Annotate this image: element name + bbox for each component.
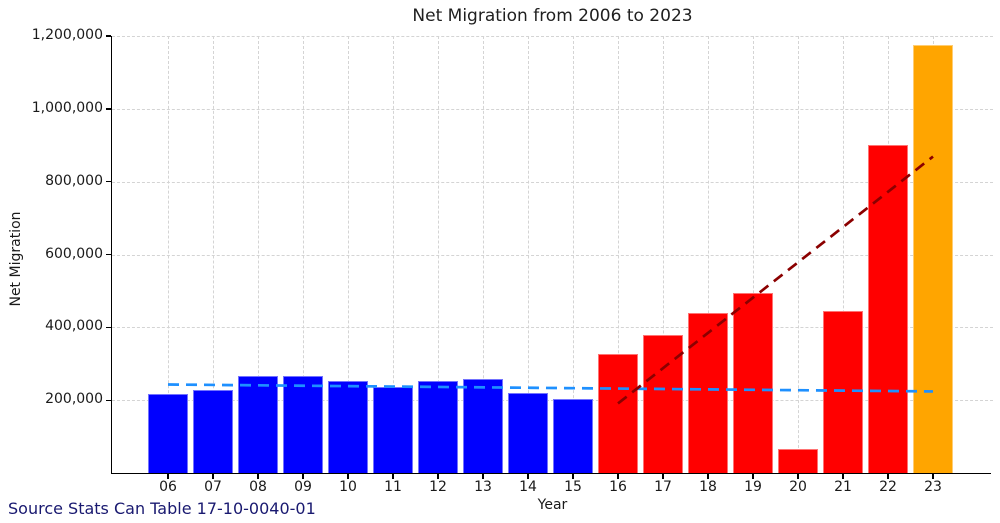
x-tick-mark — [887, 474, 889, 479]
v-gridline — [797, 36, 799, 473]
x-tick-mark — [437, 474, 439, 479]
x-tick-mark — [662, 474, 664, 479]
x-tick-label: 09 — [294, 479, 312, 495]
x-tick-mark — [617, 474, 619, 479]
v-gridline — [167, 36, 169, 473]
chart-title: Net Migration from 2006 to 2023 — [412, 6, 693, 26]
x-tick-mark — [302, 474, 304, 479]
source-note: Source Stats Can Table 17-10-0040-01 — [8, 499, 316, 518]
v-gridline — [212, 36, 214, 473]
x-tick-mark — [842, 474, 844, 479]
x-axis-label: Year — [537, 497, 568, 513]
h-gridline — [112, 181, 993, 183]
bar-21 — [823, 310, 863, 473]
bar-11 — [373, 386, 413, 473]
x-tick-label: 13 — [474, 479, 492, 495]
x-axis-spine — [110, 472, 992, 475]
x-tick-label: 06 — [159, 479, 177, 495]
x-tick-mark — [392, 474, 394, 479]
y-tick-label: 400,000 — [45, 318, 103, 335]
y-tick-mark — [105, 35, 111, 37]
x-tick-mark — [212, 474, 214, 479]
x-tick-mark — [347, 474, 349, 479]
y-tick-mark — [105, 181, 111, 183]
x-tick-label: 10 — [339, 479, 357, 495]
x-tick-label: 07 — [204, 479, 222, 495]
h-gridline — [112, 254, 993, 256]
v-gridline — [392, 36, 394, 473]
bar-06 — [148, 394, 188, 473]
x-tick-mark — [707, 474, 709, 479]
y-tick-label: 600,000 — [45, 245, 103, 262]
bar-19 — [733, 292, 773, 473]
x-tick-mark — [257, 474, 259, 479]
x-tick-label: 21 — [834, 479, 852, 495]
x-tick-mark — [527, 474, 529, 479]
bar-07 — [193, 390, 233, 473]
x-tick-mark — [482, 474, 484, 479]
v-gridline — [482, 36, 484, 473]
bar-13 — [463, 378, 503, 473]
x-tick-mark — [797, 474, 799, 479]
v-gridline — [527, 36, 529, 473]
x-tick-label: 12 — [429, 479, 447, 495]
y-tick-label: 1,000,000 — [31, 99, 103, 116]
x-tick-label: 14 — [519, 479, 537, 495]
x-tick-label: 22 — [879, 479, 897, 495]
x-tick-label: 19 — [744, 479, 762, 495]
bar-10 — [328, 381, 368, 473]
bar-22 — [868, 144, 908, 473]
h-gridline — [112, 36, 993, 37]
v-gridline — [257, 36, 259, 473]
x-tick-mark — [932, 474, 934, 479]
y-tick-mark — [105, 326, 111, 329]
bar-14 — [508, 392, 548, 473]
y-tick-label: 1,200,000 — [31, 27, 103, 43]
bar-23 — [913, 44, 953, 473]
bar-20 — [778, 448, 818, 473]
y-tick-mark — [105, 253, 111, 256]
x-tick-label: 17 — [654, 479, 672, 495]
y-axis-spine — [110, 36, 113, 475]
x-tick-label: 11 — [384, 479, 402, 495]
bar-08 — [238, 375, 278, 473]
x-tick-label: 18 — [699, 479, 717, 495]
y-tick-mark — [105, 108, 111, 110]
y-tick-label: 800,000 — [45, 172, 103, 189]
v-gridline — [347, 36, 349, 473]
x-tick-label: 15 — [564, 479, 582, 495]
x-tick-label: 20 — [789, 479, 807, 495]
bar-16 — [598, 353, 638, 473]
x-tick-label: 23 — [924, 479, 942, 495]
y-tick-label: 200,000 — [45, 391, 103, 408]
x-tick-mark — [572, 474, 574, 479]
h-gridline — [112, 400, 993, 402]
x-tick-mark — [752, 474, 754, 479]
v-gridline — [302, 36, 304, 473]
bar-17 — [643, 334, 683, 473]
bar-18 — [688, 313, 728, 473]
y-tick-mark — [105, 399, 111, 401]
bar-09 — [283, 376, 323, 473]
v-gridline — [437, 36, 439, 473]
bar-15 — [553, 398, 593, 473]
h-gridline — [112, 108, 993, 110]
x-tick-mark — [167, 474, 169, 479]
h-gridline — [112, 327, 993, 329]
bar-12 — [418, 380, 458, 473]
v-gridline — [572, 36, 574, 473]
x-tick-label: 16 — [609, 479, 627, 495]
x-tick-label: 08 — [249, 479, 267, 495]
